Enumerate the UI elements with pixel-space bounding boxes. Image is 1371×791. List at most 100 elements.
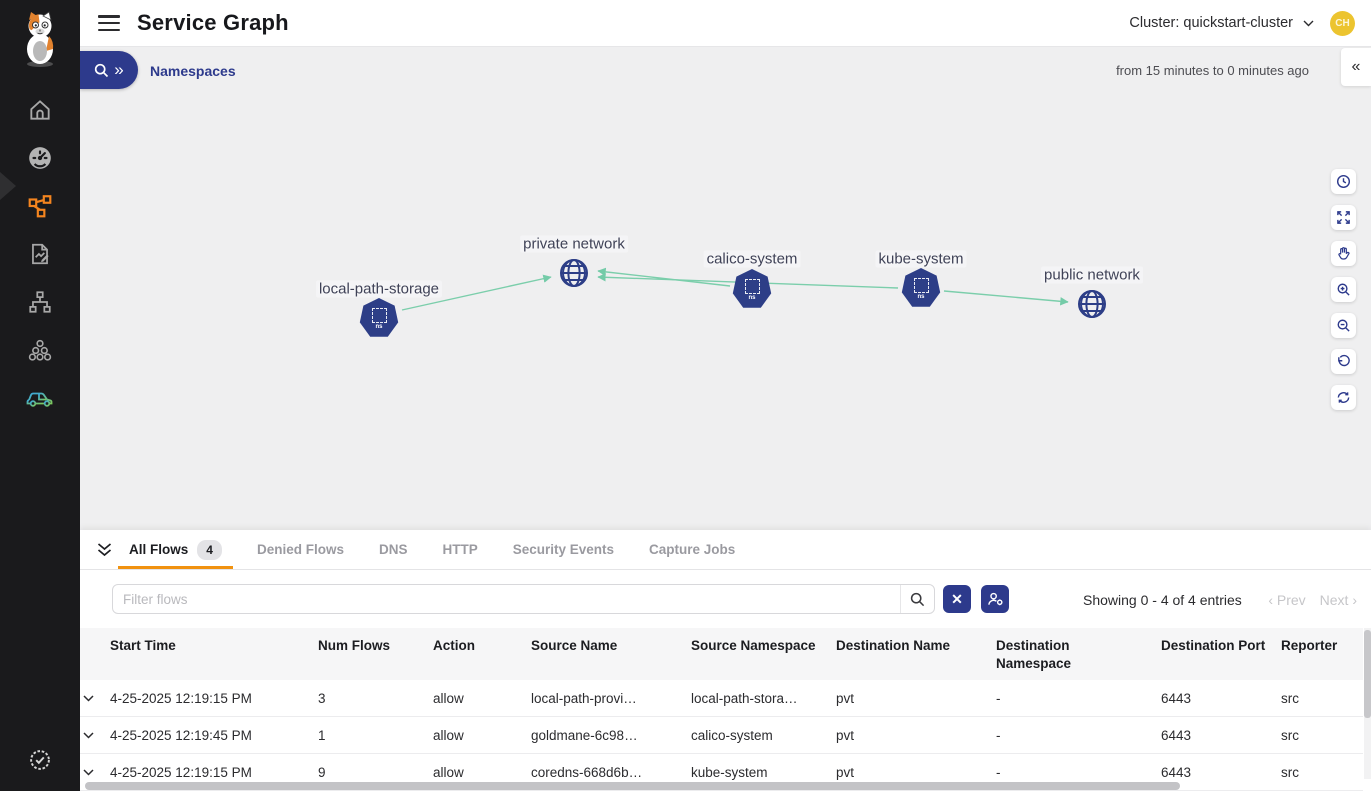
filter-search-button[interactable] bbox=[900, 585, 934, 613]
namespace-glyph bbox=[744, 279, 760, 294]
cell-source-namespace: kube-system bbox=[691, 764, 768, 780]
graph-search-button[interactable]: » bbox=[80, 51, 138, 89]
cell-source-name: goldmane-6c98… bbox=[531, 727, 638, 743]
sidebar-item-dashboard[interactable] bbox=[0, 134, 80, 182]
chevron-down-icon bbox=[1303, 20, 1314, 27]
sidebar-item-home[interactable] bbox=[0, 86, 80, 134]
filter-flows-input[interactable] bbox=[113, 591, 900, 607]
tab-label: All Flows bbox=[129, 542, 189, 557]
col-start-time[interactable]: Start Time bbox=[110, 638, 176, 653]
close-icon: ✕ bbox=[951, 590, 963, 607]
namespace-node-local-path-storage[interactable]: ns bbox=[359, 298, 399, 338]
sidebar-item-network[interactable] bbox=[0, 278, 80, 326]
col-action[interactable]: Action bbox=[433, 638, 475, 653]
cell-destination-port: 6443 bbox=[1161, 690, 1192, 706]
namespace-node-calico-system[interactable]: ns bbox=[732, 269, 772, 309]
pan-button[interactable] bbox=[1331, 241, 1356, 266]
sidebar-item-compliance[interactable] bbox=[0, 374, 80, 422]
hand-icon bbox=[1338, 247, 1350, 260]
fit-to-view-button[interactable] bbox=[1331, 205, 1356, 230]
user-gear-icon bbox=[987, 592, 1003, 606]
tab-denied-flows[interactable]: Denied Flows bbox=[256, 530, 345, 569]
clusters-icon bbox=[27, 337, 53, 363]
cell-destination-name: pvt bbox=[836, 690, 855, 706]
vertical-scrollbar[interactable] bbox=[1364, 628, 1371, 779]
collapse-flows-panel-button[interactable] bbox=[96, 542, 113, 558]
col-source-namespace[interactable]: Source Namespace bbox=[691, 638, 816, 653]
tab-dns[interactable]: DNS bbox=[378, 530, 409, 569]
cluster-selector[interactable]: Cluster: quickstart-cluster bbox=[1129, 15, 1314, 31]
namespace-glyph bbox=[371, 308, 387, 323]
tab-security-events[interactable]: Security Events bbox=[512, 530, 615, 569]
tab-label: Security Events bbox=[512, 542, 615, 557]
expand-row-button[interactable] bbox=[80, 694, 110, 702]
graph-toolbar bbox=[1331, 169, 1356, 410]
clock-icon bbox=[1336, 174, 1351, 189]
refresh-button[interactable] bbox=[1331, 385, 1356, 410]
time-settings-button[interactable] bbox=[1331, 169, 1356, 194]
globe-icon bbox=[1078, 290, 1106, 318]
prev-button[interactable]: ‹ Prev bbox=[1268, 592, 1306, 608]
cell-destination-name: pvt bbox=[836, 764, 855, 780]
graph-node-label[interactable]: kube-system bbox=[875, 250, 967, 268]
certificate-icon bbox=[27, 747, 53, 773]
fit-screen-icon bbox=[1337, 211, 1350, 224]
sidebar-nav bbox=[0, 86, 80, 422]
column-settings-button[interactable] bbox=[981, 585, 1009, 613]
dashboard-icon bbox=[27, 145, 53, 171]
horizontal-scrollbar[interactable] bbox=[85, 782, 1371, 790]
sidebar-item-reports[interactable] bbox=[0, 230, 80, 278]
cell-destination-namespace: - bbox=[996, 690, 1001, 706]
hamburger-menu-button[interactable] bbox=[98, 15, 120, 31]
undo-icon bbox=[1338, 354, 1350, 367]
col-num-flows[interactable]: Num Flows bbox=[318, 638, 391, 653]
network-node-public[interactable] bbox=[1072, 284, 1112, 324]
graph-node-label[interactable]: private network bbox=[520, 235, 628, 253]
zoom-in-icon bbox=[1337, 283, 1350, 296]
flows-table: Start Time Num Flows Action Source Name … bbox=[80, 628, 1363, 791]
col-reporter[interactable]: Reporter bbox=[1281, 638, 1338, 653]
cell-source-name: local-path-provi… bbox=[531, 690, 637, 706]
cell-destination-port: 6443 bbox=[1161, 764, 1192, 780]
chevron-down-icon bbox=[82, 731, 94, 739]
zoom-in-button[interactable] bbox=[1331, 277, 1356, 302]
col-destination-port[interactable]: Destination Port bbox=[1161, 638, 1266, 653]
tab-label: HTTP bbox=[442, 542, 478, 557]
network-node-private[interactable] bbox=[554, 253, 594, 293]
graph-node-label[interactable]: local-path-storage bbox=[315, 280, 443, 298]
namespace-node-kube-system[interactable]: ns bbox=[901, 268, 941, 308]
sidebar-item-certificate[interactable] bbox=[27, 747, 53, 773]
pagination: ‹ Prev Next › bbox=[1268, 592, 1357, 608]
table-row[interactable]: 4-25-2025 12:19:15 PM 3 allow local-path… bbox=[80, 680, 1363, 717]
expand-row-button[interactable] bbox=[80, 731, 110, 739]
cell-destination-namespace: - bbox=[996, 764, 1001, 780]
col-destination-name[interactable]: Destination Name bbox=[836, 638, 951, 653]
calico-cat-logo bbox=[17, 10, 63, 68]
col-destination-namespace[interactable]: Destination Namespace bbox=[996, 638, 1072, 671]
collapse-right-panel-button[interactable]: « bbox=[1341, 48, 1371, 86]
search-icon bbox=[94, 63, 109, 78]
tab-capture-jobs[interactable]: Capture Jobs bbox=[648, 530, 736, 569]
clear-filter-button[interactable]: ✕ bbox=[943, 585, 971, 613]
graph-node-label[interactable]: public network bbox=[1041, 266, 1143, 284]
col-source-name[interactable]: Source Name bbox=[531, 638, 618, 653]
tab-label: DNS bbox=[378, 542, 408, 557]
tab-all-flows[interactable]: All Flows 4 bbox=[118, 530, 233, 569]
ns-label: ns bbox=[748, 295, 756, 301]
tab-http[interactable]: HTTP bbox=[441, 530, 478, 569]
expand-row-button[interactable] bbox=[80, 768, 110, 776]
sidebar-item-service-graph[interactable] bbox=[0, 182, 80, 230]
cell-source-namespace: local-path-stora… bbox=[691, 690, 798, 706]
sidebar-item-clusters[interactable] bbox=[0, 326, 80, 374]
reset-view-button[interactable] bbox=[1331, 349, 1356, 374]
table-row[interactable]: 4-25-2025 12:19:45 PM 1 allow goldmane-6… bbox=[80, 717, 1363, 754]
cell-start-time: 4-25-2025 12:19:15 PM bbox=[110, 764, 252, 780]
zoom-out-button[interactable] bbox=[1331, 313, 1356, 338]
graph-node-label[interactable]: calico-system bbox=[703, 250, 801, 268]
graph-edges bbox=[401, 267, 1069, 311]
flows-filter-row: ✕ Showing 0 - 4 of 4 entries ‹ Prev Next… bbox=[80, 570, 1371, 628]
breadcrumb[interactable]: Namespaces bbox=[150, 63, 236, 79]
globe-icon bbox=[560, 259, 588, 287]
next-button[interactable]: Next › bbox=[1319, 592, 1357, 608]
avatar[interactable]: CH bbox=[1330, 10, 1355, 36]
